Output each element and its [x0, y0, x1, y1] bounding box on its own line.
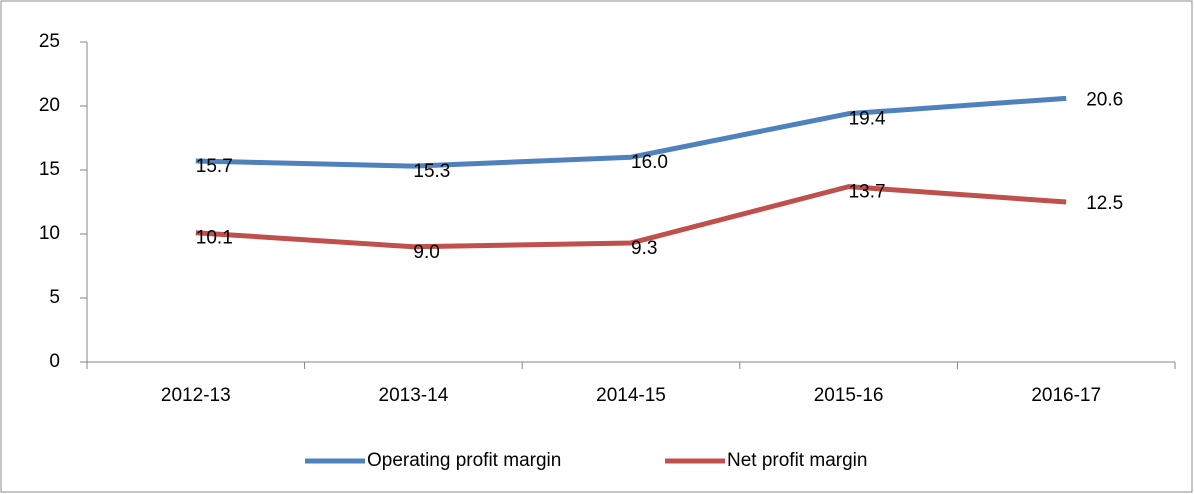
- data-label: 15.7: [196, 156, 233, 177]
- y-tick-label: 0: [49, 351, 60, 372]
- legend-label: Net profit margin: [727, 450, 867, 471]
- series-line: [195, 95, 1067, 169]
- data-label: 9.0: [413, 242, 439, 263]
- y-tick-label: 15: [39, 159, 60, 180]
- y-tick-label: 10: [39, 223, 60, 244]
- x-tick-label: 2014-15: [596, 385, 666, 406]
- data-label: 16.0: [631, 152, 668, 173]
- legend-label: Operating profit margin: [367, 450, 561, 471]
- x-tick-label: 2015-16: [814, 385, 884, 406]
- data-label: 19.4: [849, 109, 886, 130]
- data-label: 20.6: [1086, 89, 1123, 110]
- data-label: 12.5: [1086, 193, 1123, 214]
- data-label: 15.3: [413, 161, 450, 182]
- data-label: 9.3: [631, 238, 657, 259]
- x-tick-label: 2016-17: [1031, 385, 1101, 406]
- y-tick-label: 25: [39, 31, 60, 52]
- data-label: 13.7: [849, 182, 886, 203]
- data-label: 10.1: [196, 228, 233, 249]
- x-tick-label: 2013-14: [379, 385, 449, 406]
- y-tick-label: 5: [49, 287, 60, 308]
- series-line: [195, 184, 1067, 250]
- x-tick-label: 2012-13: [161, 385, 231, 406]
- y-tick-label: 20: [39, 95, 60, 116]
